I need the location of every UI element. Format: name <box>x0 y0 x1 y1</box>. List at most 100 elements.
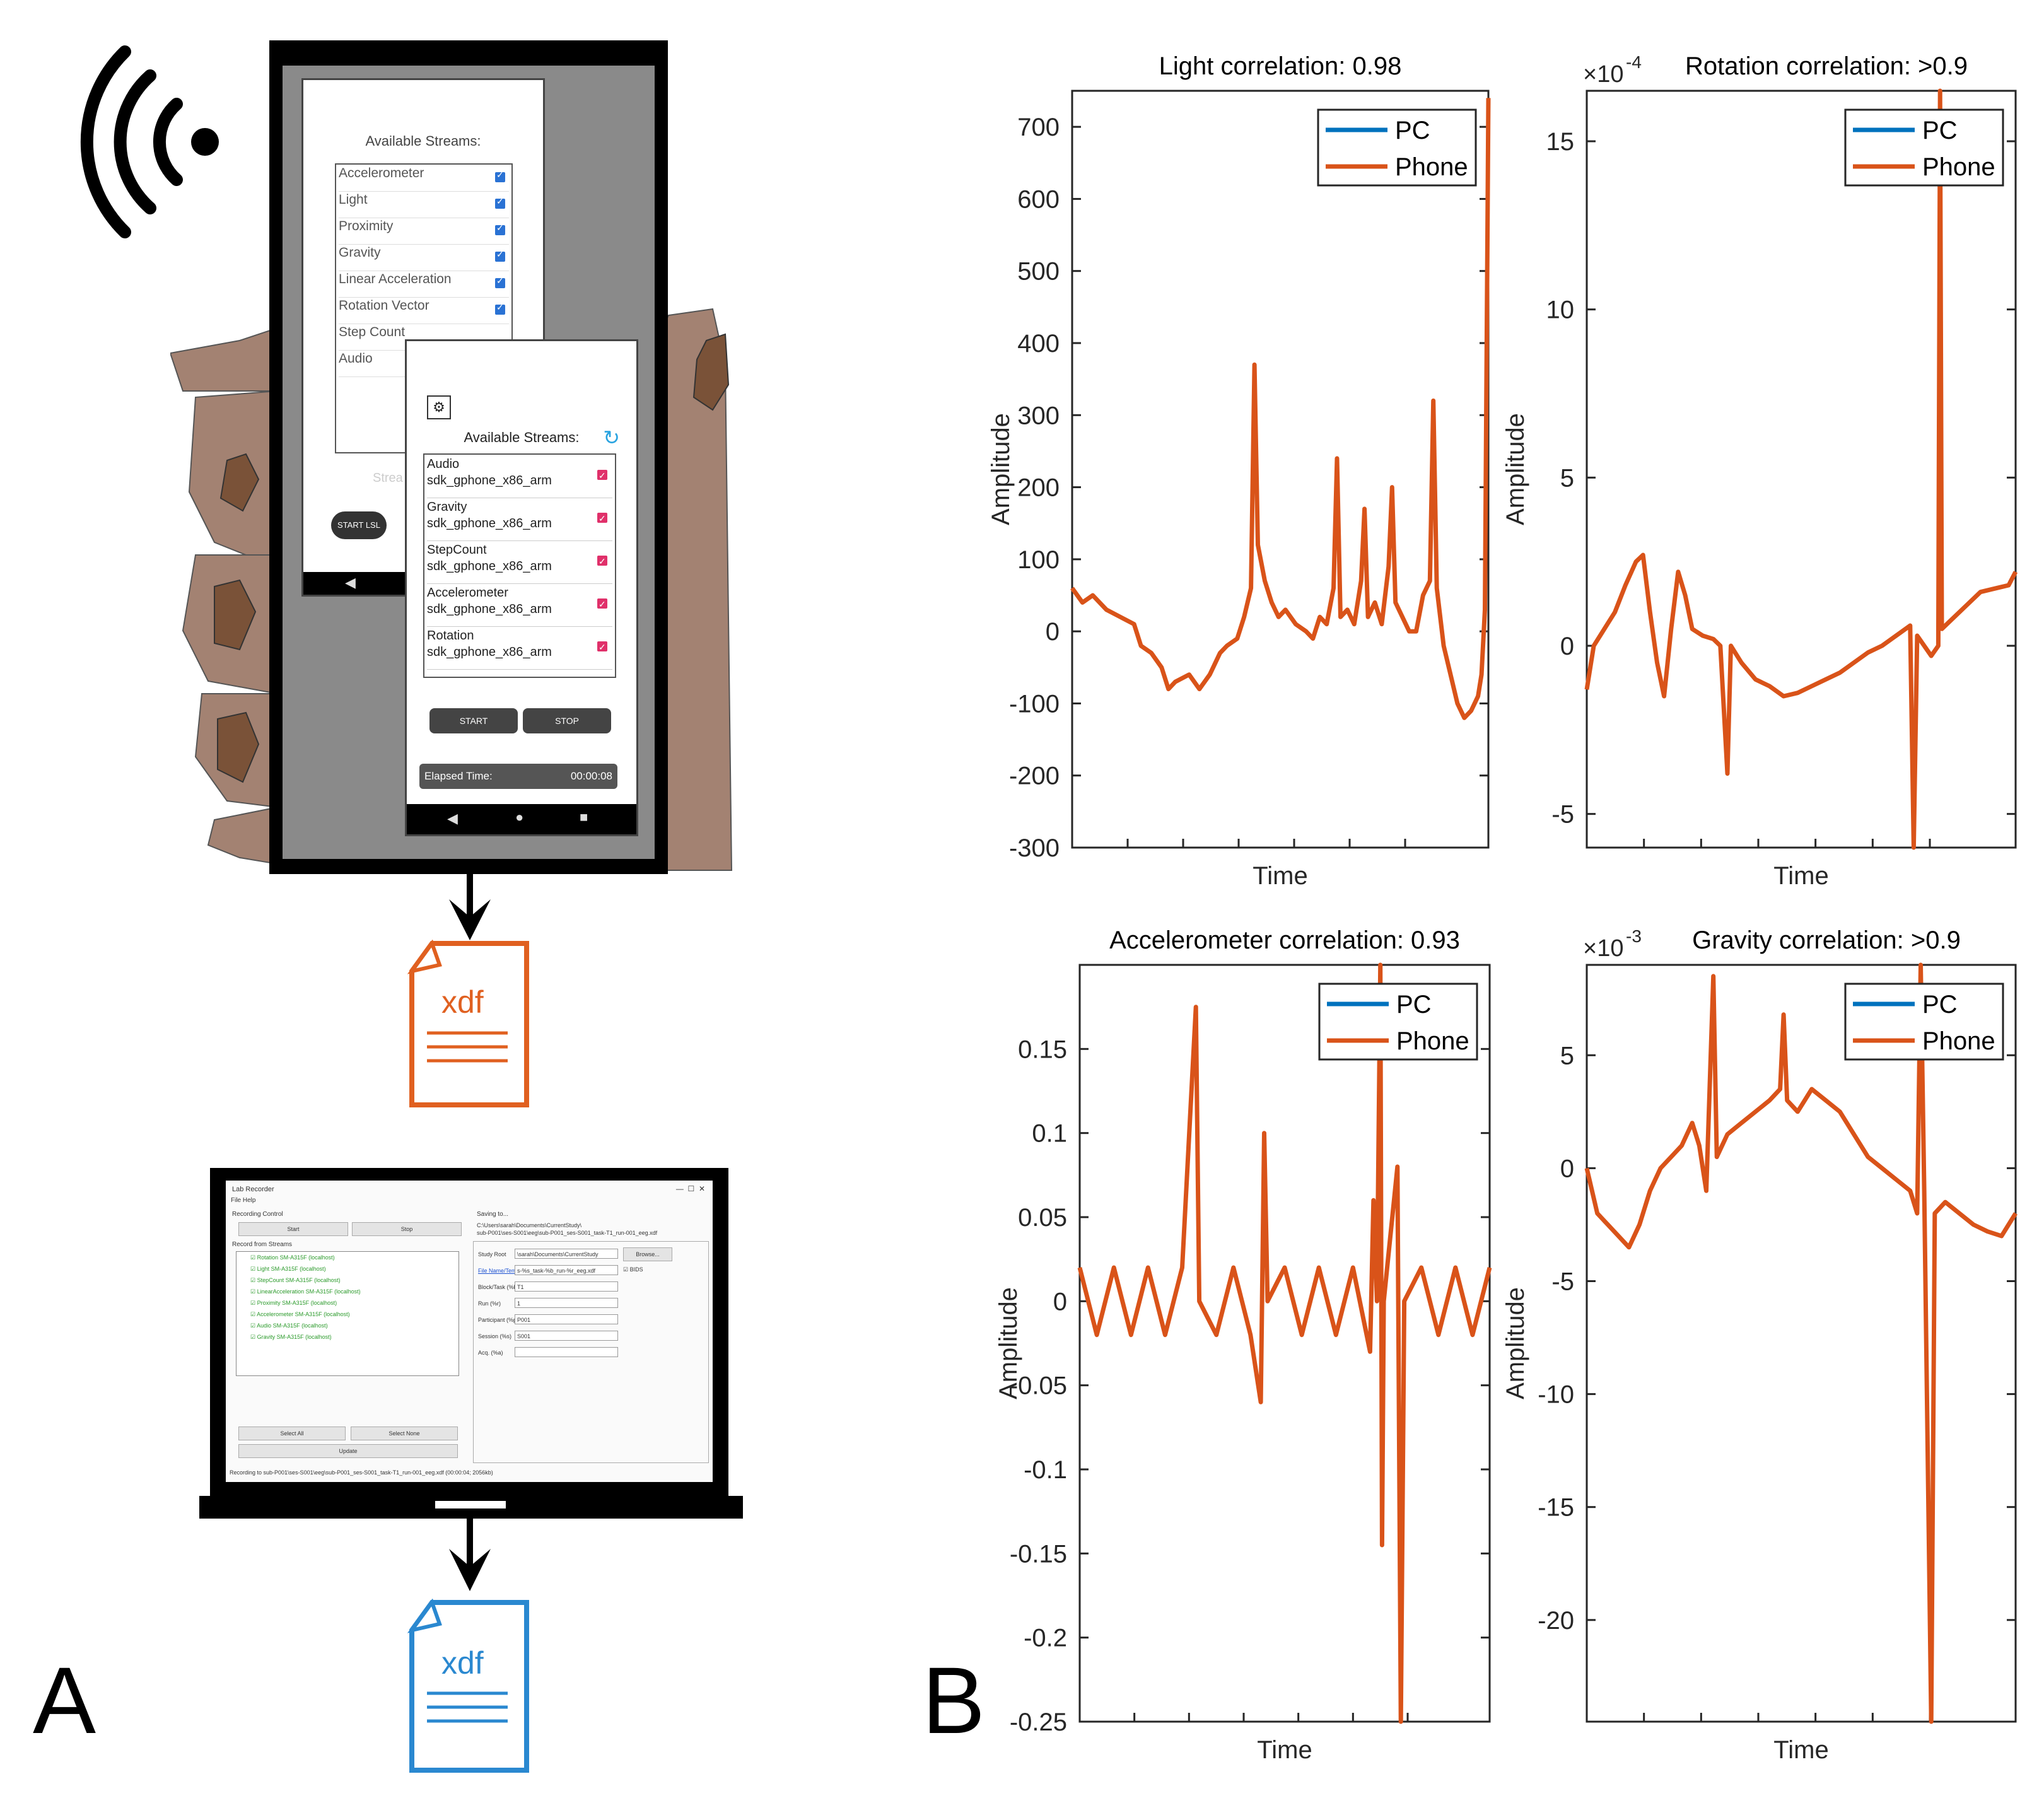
saving-path-line1: C:\Users\sarah\Documents\CurrentStudy\ <box>477 1222 582 1228</box>
stream-item-rotation-vector[interactable]: Rotation Vector <box>339 298 509 324</box>
stream-item-accelerometer[interactable]: Accelerometer <box>339 166 509 192</box>
y-tick-label: 300 <box>1017 402 1060 429</box>
stop-button[interactable]: Stop <box>352 1222 462 1236</box>
y-tick-label: 200 <box>1017 474 1060 502</box>
checkbox-checked-icon[interactable] <box>597 596 607 612</box>
checkbox-checked-icon[interactable] <box>495 249 505 262</box>
y-tick-label: 5 <box>1560 1042 1574 1070</box>
stream-row[interactable]: ☑ Light SM-A315F (localhost) <box>250 1266 326 1272</box>
stream-item-gravity[interactable]: Gravity <box>339 245 509 271</box>
window-controls-icon[interactable]: — ☐ ✕ <box>675 1184 705 1193</box>
stream-item-accelerometer[interactable]: Accelerometer sdk_gphone_x86_arm <box>427 585 612 627</box>
stream-item-stepcount[interactable]: StepCount sdk_gphone_x86_arm <box>427 542 612 584</box>
y-tick-label: 0 <box>1560 1155 1574 1182</box>
pc-file-label: xdf <box>441 1645 484 1681</box>
checkbox-checked-icon[interactable] <box>597 639 607 655</box>
phone-file-label: xdf <box>441 984 484 1020</box>
block-task-select[interactable]: T1 <box>515 1281 618 1292</box>
y-tick-label: 0.15 <box>1018 1036 1067 1063</box>
y-tick-label: -0.25 <box>1010 1708 1067 1736</box>
bids-checkbox[interactable]: ☑ BIDS <box>623 1266 643 1273</box>
legend-box <box>1844 108 2004 187</box>
checkbox-checked-icon[interactable] <box>597 553 607 569</box>
stream-row[interactable]: ☑ Proximity SM-A315F (localhost) <box>250 1300 337 1306</box>
x-axis-label: Time <box>1773 1736 1828 1764</box>
stream-row[interactable]: ☑ Accelerometer SM-A315F (localhost) <box>250 1311 350 1317</box>
stream-row[interactable]: ☑ LinearAcceleration SM-A315F (localhost… <box>250 1288 361 1295</box>
screen2-navbar: ◀ ● ■ <box>407 804 636 834</box>
stream-row[interactable]: ☑ Gravity SM-A315F (localhost) <box>250 1334 332 1340</box>
legend-box <box>1318 983 1478 1061</box>
stream-item-proximity[interactable]: Proximity <box>339 219 509 245</box>
home-icon[interactable]: ● <box>515 809 524 825</box>
y-tick-label: 0 <box>1560 633 1574 660</box>
acq-field[interactable] <box>515 1347 618 1357</box>
session-field[interactable]: S001 <box>515 1331 618 1341</box>
status-bar: Recording to sub-P001\ses-S001\eeg\sub-P… <box>230 1469 493 1476</box>
axis-exponent-power: -4 <box>1626 52 1642 72</box>
lab-recorder-window: Lab Recorder — ☐ ✕ File Help Recording C… <box>226 1181 713 1482</box>
checkbox-checked-icon[interactable] <box>597 510 607 527</box>
checkbox-checked-icon[interactable] <box>495 170 505 182</box>
elapsed-time-label: Elapsed Time: <box>424 770 493 782</box>
gear-icon[interactable]: ⚙ <box>427 395 451 419</box>
y-tick-label: 600 <box>1017 185 1060 213</box>
back-icon[interactable]: ◀ <box>345 575 356 590</box>
laptop-notch <box>435 1501 506 1508</box>
stream-item-gravity[interactable]: Gravity sdk_gphone_x86_arm <box>427 499 612 541</box>
file-template-field[interactable]: s-%s_task-%b_run-%r_eeg.xdf <box>515 1265 618 1275</box>
legend-label-phone: Phone <box>1396 1027 1469 1055</box>
y-tick-label: -300 <box>1009 834 1060 862</box>
y-tick-label: -20 <box>1538 1607 1574 1635</box>
stream-item-light[interactable]: Light <box>339 192 509 218</box>
back-icon[interactable]: ◀ <box>447 810 458 826</box>
stream-item-audio[interactable]: Audio sdk_gphone_x86_arm <box>427 456 612 498</box>
chart-title: Gravity correlation: >0.9 <box>1692 926 1961 954</box>
stream-row[interactable]: ☑ Audio SM-A315F (localhost) <box>250 1322 328 1329</box>
y-tick-label: -0.2 <box>1024 1625 1067 1652</box>
select-none-button[interactable]: Select None <box>351 1427 458 1440</box>
start-lsl-button[interactable]: START LSL <box>331 511 387 539</box>
y-axis-label: Amplitude <box>995 1287 1022 1399</box>
arrow-down-icon <box>449 1519 491 1591</box>
y-axis-label: Amplitude <box>987 413 1015 525</box>
y-tick-label: -100 <box>1009 690 1060 718</box>
y-tick-label: 0.05 <box>1018 1204 1067 1232</box>
checkbox-checked-icon[interactable] <box>495 196 505 209</box>
xdf-file-icon <box>407 940 529 1107</box>
y-tick-label: -10 <box>1538 1381 1574 1409</box>
browse-button[interactable]: Browse... <box>623 1247 672 1261</box>
checkbox-checked-icon[interactable] <box>495 302 505 315</box>
settings-group <box>473 1241 709 1463</box>
y-tick-label: -200 <box>1009 762 1060 790</box>
recents-icon[interactable]: ■ <box>580 809 588 825</box>
run-field[interactable]: 1 <box>515 1298 618 1308</box>
study-root-field[interactable]: \sarah\Documents\CurrentStudy <box>515 1249 618 1259</box>
series-line-phone <box>1070 98 1491 720</box>
participant-field[interactable]: P001 <box>515 1314 618 1324</box>
select-all-button[interactable]: Select All <box>238 1427 346 1440</box>
stream-item-rotation[interactable]: Rotation sdk_gphone_x86_arm <box>427 627 612 670</box>
x-axis-label: Time <box>1253 862 1307 890</box>
y-tick-label: 100 <box>1017 546 1060 574</box>
checkbox-checked-icon[interactable] <box>495 276 505 288</box>
y-tick-label: -5 <box>1551 1268 1574 1295</box>
y-tick-label: 400 <box>1017 330 1060 358</box>
y-tick-label: -5 <box>1551 801 1574 829</box>
checkbox-checked-icon[interactable] <box>495 223 505 235</box>
start-button[interactable]: START <box>429 708 518 733</box>
stream-row[interactable]: ☑ Rotation SM-A315F (localhost) <box>250 1254 335 1261</box>
stream-row[interactable]: ☑ StepCount SM-A315F (localhost) <box>250 1277 341 1283</box>
stop-button[interactable]: STOP <box>523 708 611 733</box>
y-axis-label: Amplitude <box>1502 1287 1529 1399</box>
refresh-icon[interactable]: ↻ <box>603 426 620 449</box>
file-template-link[interactable]: File Name/Template <box>478 1268 529 1274</box>
menu-bar[interactable]: File Help <box>231 1197 256 1204</box>
participant-label: Participant (%p) <box>478 1317 519 1323</box>
stream-item-linear-acceleration[interactable]: Linear Acceleration <box>339 272 509 298</box>
chart-title: Accelerometer correlation: 0.93 <box>1109 926 1460 954</box>
checkbox-checked-icon[interactable] <box>597 467 607 484</box>
update-button[interactable]: Update <box>238 1444 458 1458</box>
start-button[interactable]: Start <box>238 1222 348 1236</box>
